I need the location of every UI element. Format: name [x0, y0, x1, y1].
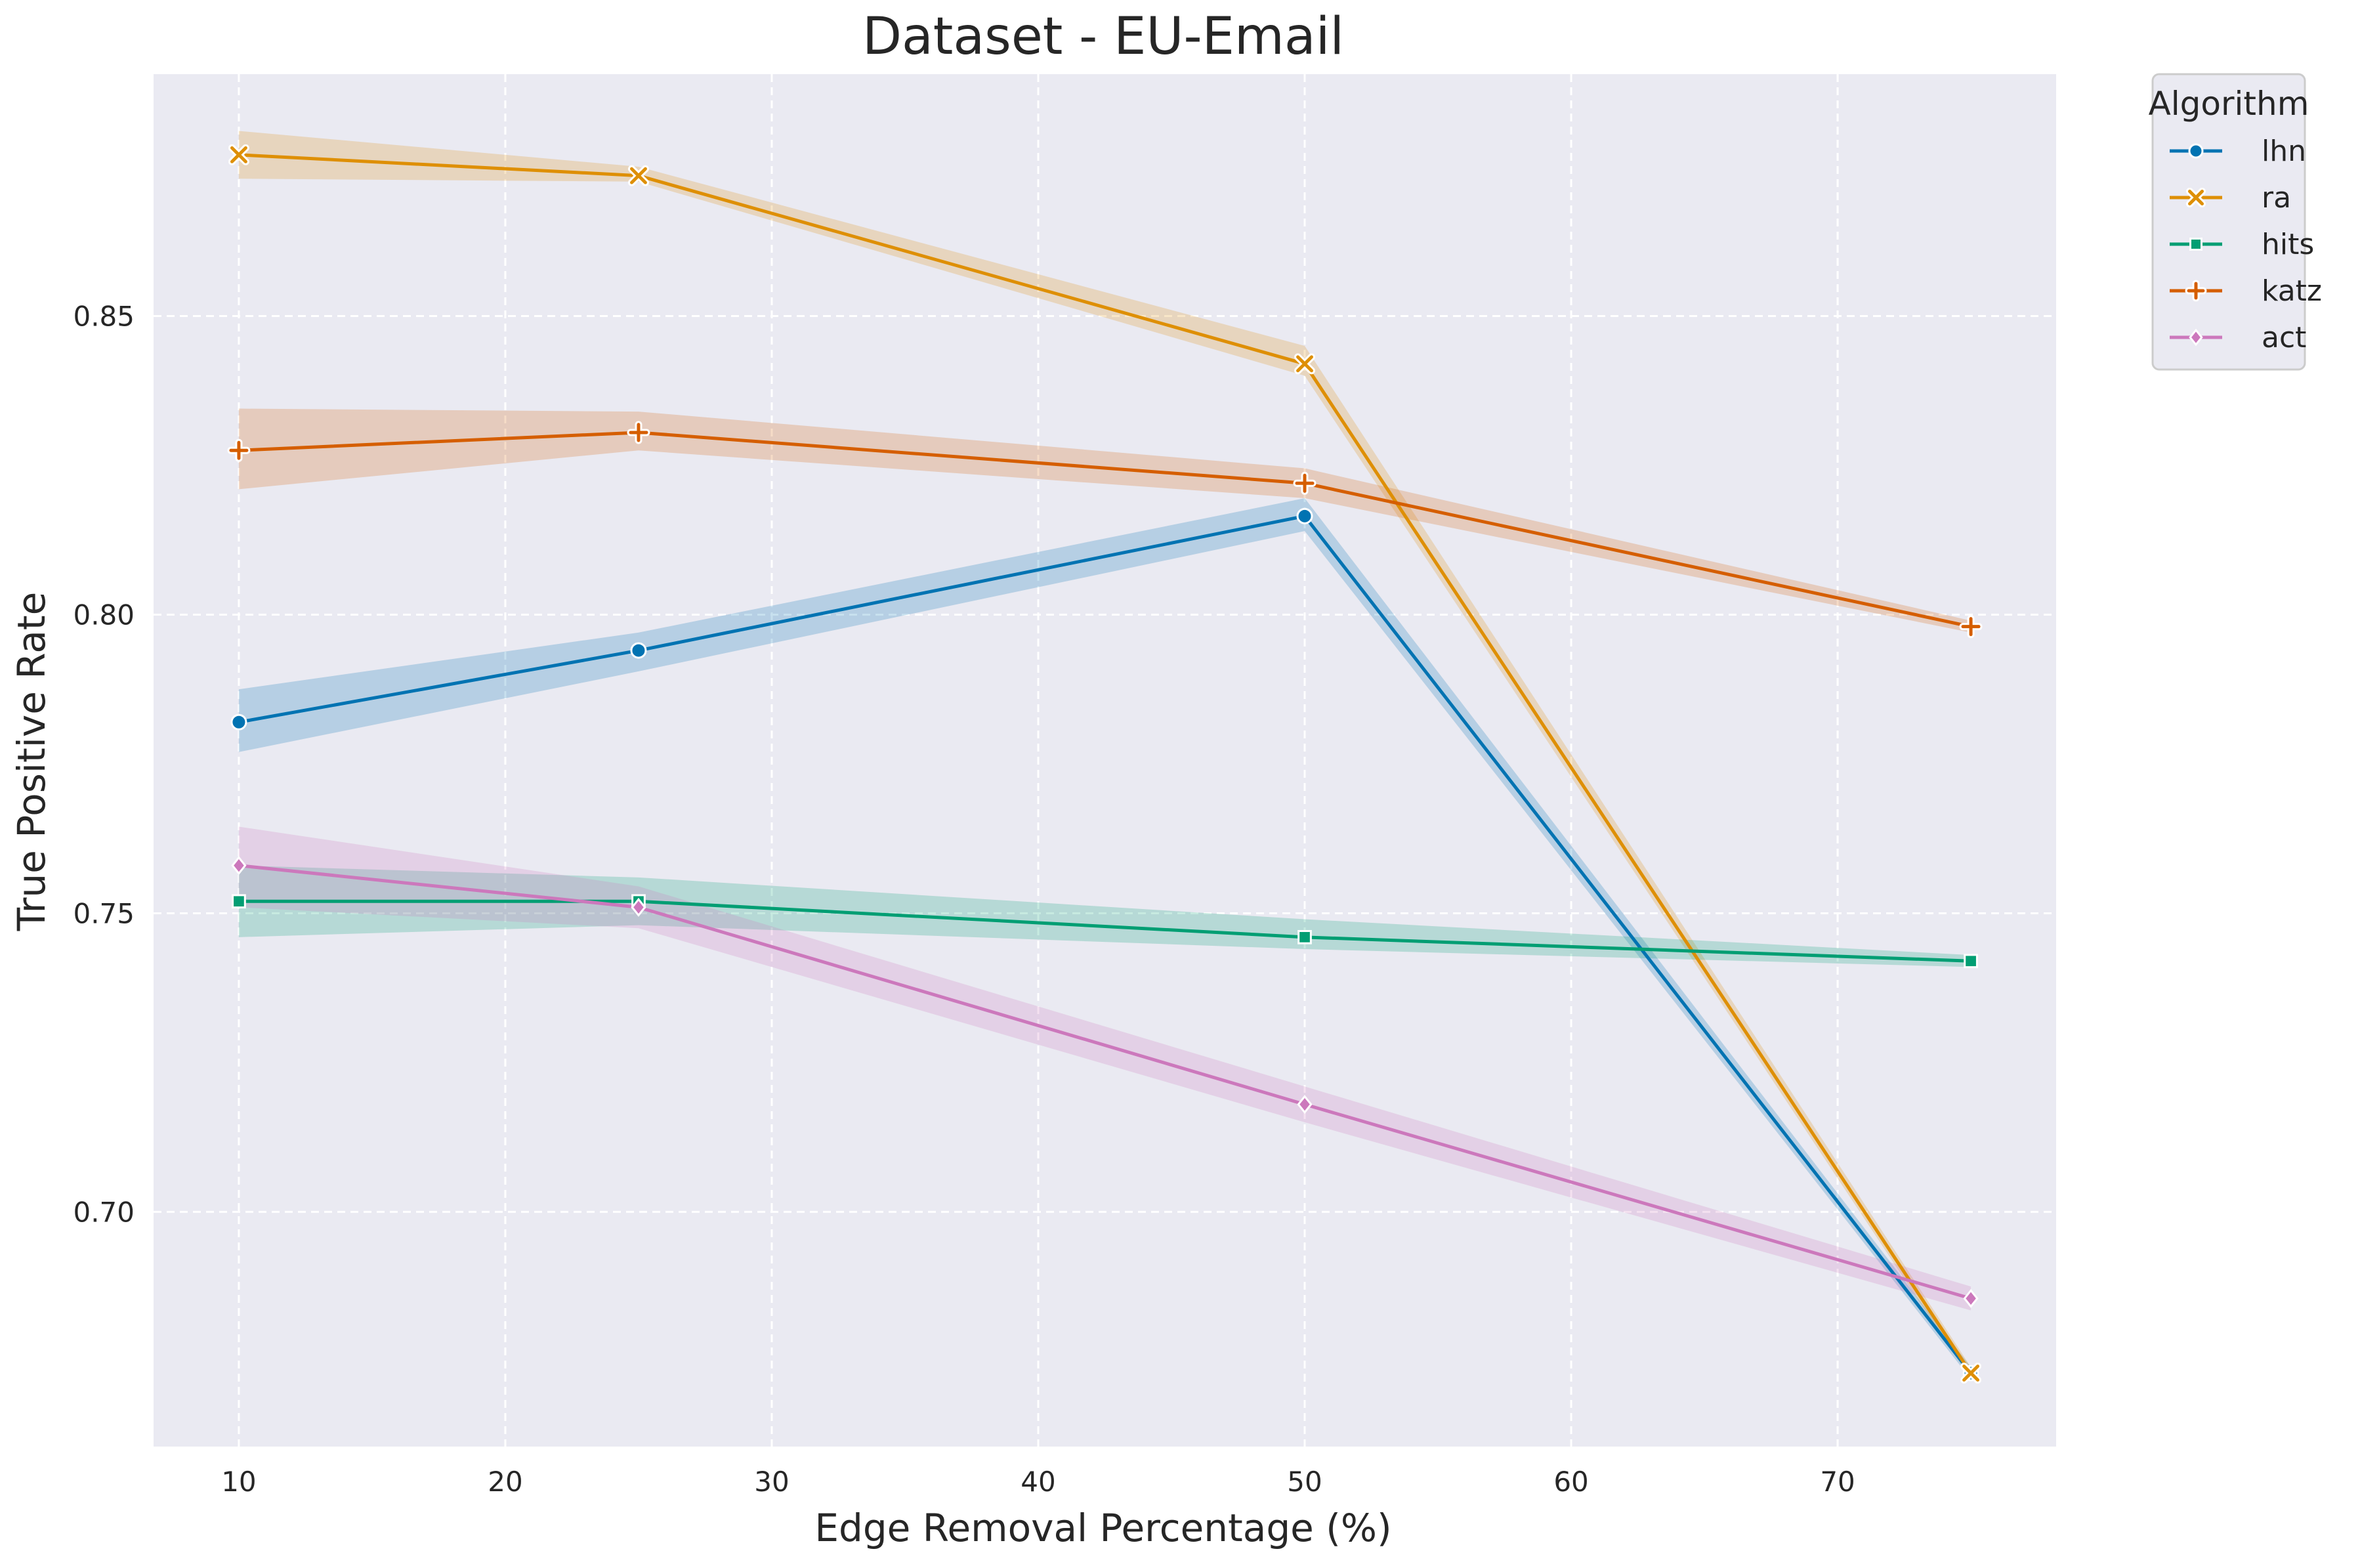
legend-marker-katz [2185, 280, 2207, 302]
x-tick-label: 40 [1021, 1466, 1055, 1498]
point-act [1963, 1288, 1979, 1308]
legend-marker-act [2189, 328, 2203, 347]
line-act [238, 864, 1971, 1300]
legend-item-hits: hits [2170, 228, 2314, 261]
legend: Algorithm lhn ra hits katz act [2149, 73, 2322, 371]
line-lhn [238, 514, 1973, 1374]
y-tick-label: 0.70 [73, 1196, 135, 1228]
legend-title: Algorithm [2149, 85, 2309, 123]
line-hits [238, 899, 1971, 963]
legend-marker-ra [2186, 188, 2206, 207]
y-axis-label: True Positive Rate [9, 592, 54, 932]
band-katz [238, 408, 1971, 633]
band-hits [238, 865, 1971, 967]
point-ra [628, 165, 649, 186]
band-act [238, 826, 1971, 1311]
y-tick-label: 0.75 [73, 897, 135, 929]
line-katz [238, 431, 1971, 629]
chart-title: Dataset - EU-Email [862, 7, 1344, 66]
point-katz [1293, 471, 1317, 495]
point-act [631, 897, 646, 917]
point-katz [227, 438, 251, 462]
x-axis-label: Edge Removal Percentage (%) [814, 1506, 1391, 1550]
tick-labels: 10 20 30 40 50 60 70 0.70 0.75 0.80 0.85 [73, 301, 1855, 1498]
point-lhn [630, 642, 647, 659]
point-ra [1960, 1363, 1982, 1384]
legend-item-ra: ra [2170, 181, 2291, 215]
legend-item-lhn: lhn [2170, 135, 2306, 168]
x-tick-label: 70 [1820, 1466, 1855, 1498]
series-markers [227, 144, 1983, 1384]
y-tick-label: 0.85 [73, 301, 135, 333]
point-hits [1297, 929, 1312, 944]
legend-label: lhn [2262, 135, 2306, 168]
confidence-bands [238, 131, 1971, 1380]
point-ra [1294, 353, 1315, 375]
legend-item-katz: katz [2170, 274, 2322, 308]
series-lines [238, 153, 1973, 1374]
legend-marker-lhn [2188, 143, 2204, 159]
legend-label: act [2262, 321, 2306, 354]
point-lhn [230, 713, 247, 731]
x-tick-label: 60 [1553, 1466, 1588, 1498]
line-ra [238, 153, 1973, 1374]
grid [154, 74, 2056, 1447]
point-act [1297, 1095, 1313, 1114]
x-tick-label: 20 [488, 1466, 522, 1498]
legend-label: ra [2262, 181, 2291, 215]
y-tick-label: 0.80 [73, 599, 135, 631]
x-tick-label: 50 [1287, 1466, 1322, 1498]
legend-label: katz [2262, 274, 2322, 308]
point-lhn [1296, 507, 1313, 524]
point-katz [627, 421, 650, 444]
point-act [231, 856, 247, 876]
legend-items: lhn ra hits katz act [2170, 135, 2322, 354]
point-hits [1964, 954, 1978, 969]
x-tick-label: 30 [754, 1466, 789, 1498]
legend-label: hits [2262, 228, 2314, 261]
point-ra [228, 144, 249, 165]
legend-marker-hits [2189, 238, 2202, 251]
point-katz [1959, 615, 1983, 639]
point-hits [232, 894, 246, 909]
legend-item-act: act [2170, 321, 2306, 354]
x-tick-label: 10 [221, 1466, 256, 1498]
plot-area [154, 74, 2056, 1447]
